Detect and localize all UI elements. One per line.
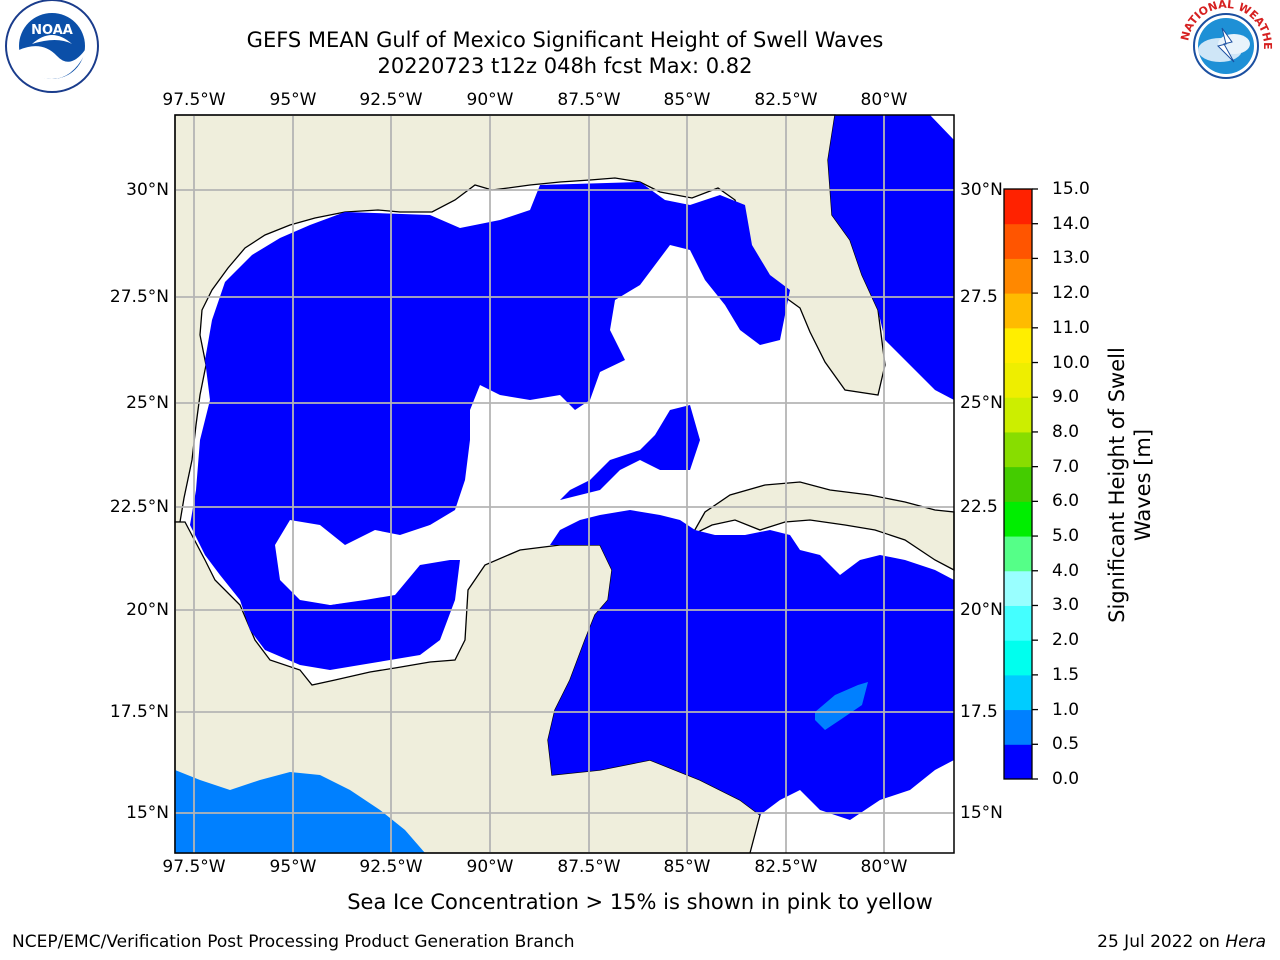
noaa-logo: NOAA <box>5 0 99 93</box>
generation-date: 25 Jul 2022 on Hera <box>1097 932 1266 952</box>
colorbar-segment <box>1004 223 1032 259</box>
lon-label-top: 82.5°W <box>754 90 818 110</box>
lon-label-top: 85°W <box>663 90 711 110</box>
colorbar-tick-label: 6.0 <box>1052 491 1080 512</box>
colorbar-segment <box>1004 570 1032 606</box>
colorbar-tick-label: 14.0 <box>1052 213 1090 234</box>
colorbar-tick-label: 4.0 <box>1052 560 1080 581</box>
lat-label-left: 27.5°N <box>109 287 169 307</box>
colorbar-tick-label: 3.0 <box>1052 595 1080 616</box>
colorbar-segment <box>1004 293 1032 329</box>
colorbar-tick-label: 2.0 <box>1052 630 1080 651</box>
colorbar-tick-label: 0.0 <box>1052 769 1080 789</box>
colorbar-frame <box>1003 188 1033 780</box>
land-north-america <box>174 114 886 523</box>
colorbar-tick-label: 7.0 <box>1052 456 1080 477</box>
colorbar-segment <box>1004 536 1032 572</box>
colorbar-tick-label: 1.5 <box>1052 664 1080 685</box>
colorbar-segment <box>1004 605 1032 641</box>
swell-patch-mid <box>815 682 868 730</box>
lon-label-bottom: 97.5°W <box>162 857 226 877</box>
lat-label-right: 20°N <box>960 600 1003 620</box>
sea-ice-footnote: Sea Ice Concentration > 15% is shown in … <box>347 890 933 914</box>
colorbar-segment <box>1004 397 1032 433</box>
swell-area-central <box>560 405 700 500</box>
swell-area-caribbean <box>548 510 954 820</box>
chart-subtitle: 20220723 t12z 048h fcst Max: 0.82 <box>377 54 753 78</box>
lon-label-bottom: 82.5°W <box>754 857 818 877</box>
lon-label-bottom: 87.5°W <box>557 857 621 877</box>
lat-label-right: 27.5 <box>960 287 998 307</box>
lat-label-right: 30°N <box>960 180 1003 200</box>
colorbar-tick-label: 9.0 <box>1052 387 1080 408</box>
colorbar-tick-label: 0.5 <box>1052 734 1080 755</box>
host-name: Hera <box>1225 932 1266 952</box>
colorbar-segment <box>1004 640 1032 676</box>
lat-label-right: 22.5 <box>960 497 998 517</box>
lat-label-left: 17.5°N <box>109 702 169 722</box>
colorbar-tick-label: 12.0 <box>1052 283 1090 304</box>
colorbar-segment <box>1004 709 1032 745</box>
colorbar-tick-label: 1.0 <box>1052 699 1080 720</box>
chart-title: GEFS MEAN Gulf of Mexico Significant Hei… <box>246 28 884 52</box>
lon-label-top: 80°W <box>860 90 908 110</box>
map-area <box>174 114 955 854</box>
lat-label-left: 30°N <box>126 180 169 200</box>
grid-lines <box>175 115 954 853</box>
lon-label-top: 92.5°W <box>359 90 423 110</box>
lat-label-right: 17.5 <box>960 702 998 722</box>
producer-credit: NCEP/EMC/Verification Post Processing Pr… <box>12 932 575 952</box>
lon-label-bottom: 95°W <box>269 857 317 877</box>
lon-label-bottom: 80°W <box>860 857 908 877</box>
colorbar-segment <box>1004 501 1032 537</box>
lon-label-bottom: 85°W <box>663 857 711 877</box>
lat-label-left: 15°N <box>126 803 169 823</box>
colorbar <box>1003 188 1038 780</box>
lon-label-bottom: 92.5°W <box>359 857 423 877</box>
colorbar-segment <box>1004 327 1032 364</box>
swell-area-western-gulf <box>190 182 790 670</box>
colorbar-segment <box>1004 744 1032 780</box>
colorbar-segment <box>1004 674 1032 711</box>
colorbar-title: Significant Height of Swell Waves [m] <box>1105 347 1155 623</box>
lon-label-top: 87.5°W <box>557 90 621 110</box>
colorbar-tick-label: 10.0 <box>1052 352 1090 373</box>
lon-label-top: 95°W <box>269 90 317 110</box>
colorbar-segment <box>1004 189 1032 225</box>
colorbar-tick-label: 8.0 <box>1052 421 1080 442</box>
map-frame <box>174 114 955 854</box>
colorbar-segment <box>1004 258 1032 294</box>
colorbar-tick-label: 5.0 <box>1052 526 1080 547</box>
colorbar-tick-label: 15.0 <box>1052 179 1090 199</box>
gap-bay-of-campeche <box>285 525 455 605</box>
colorbar-segment <box>1004 362 1032 398</box>
lon-label-top: 97.5°W <box>162 90 226 110</box>
lat-label-left: 22.5°N <box>109 497 169 517</box>
lat-label-left: 25°N <box>126 393 169 413</box>
colorbar-segment <box>1004 466 1032 502</box>
swell-area-atlantic <box>828 115 954 400</box>
noaa-logo-name: NOAA <box>31 23 73 38</box>
lon-label-top: 90°W <box>466 90 514 110</box>
colorbar-tick-label: 11.0 <box>1052 317 1090 338</box>
date-text: 25 Jul 2022 on <box>1097 932 1226 952</box>
lat-label-right: 15°N <box>960 803 1003 823</box>
swell-area-pacific <box>175 770 425 853</box>
colorbar-segment <box>1004 431 1032 468</box>
lat-label-right: 25°N <box>960 393 1003 413</box>
nws-logo: NATIONAL WEATHER SERVICE <box>1178 0 1274 92</box>
lat-label-left: 20°N <box>126 600 169 620</box>
lon-label-bottom: 90°W <box>466 857 514 877</box>
colorbar-tick-label: 13.0 <box>1052 248 1090 269</box>
